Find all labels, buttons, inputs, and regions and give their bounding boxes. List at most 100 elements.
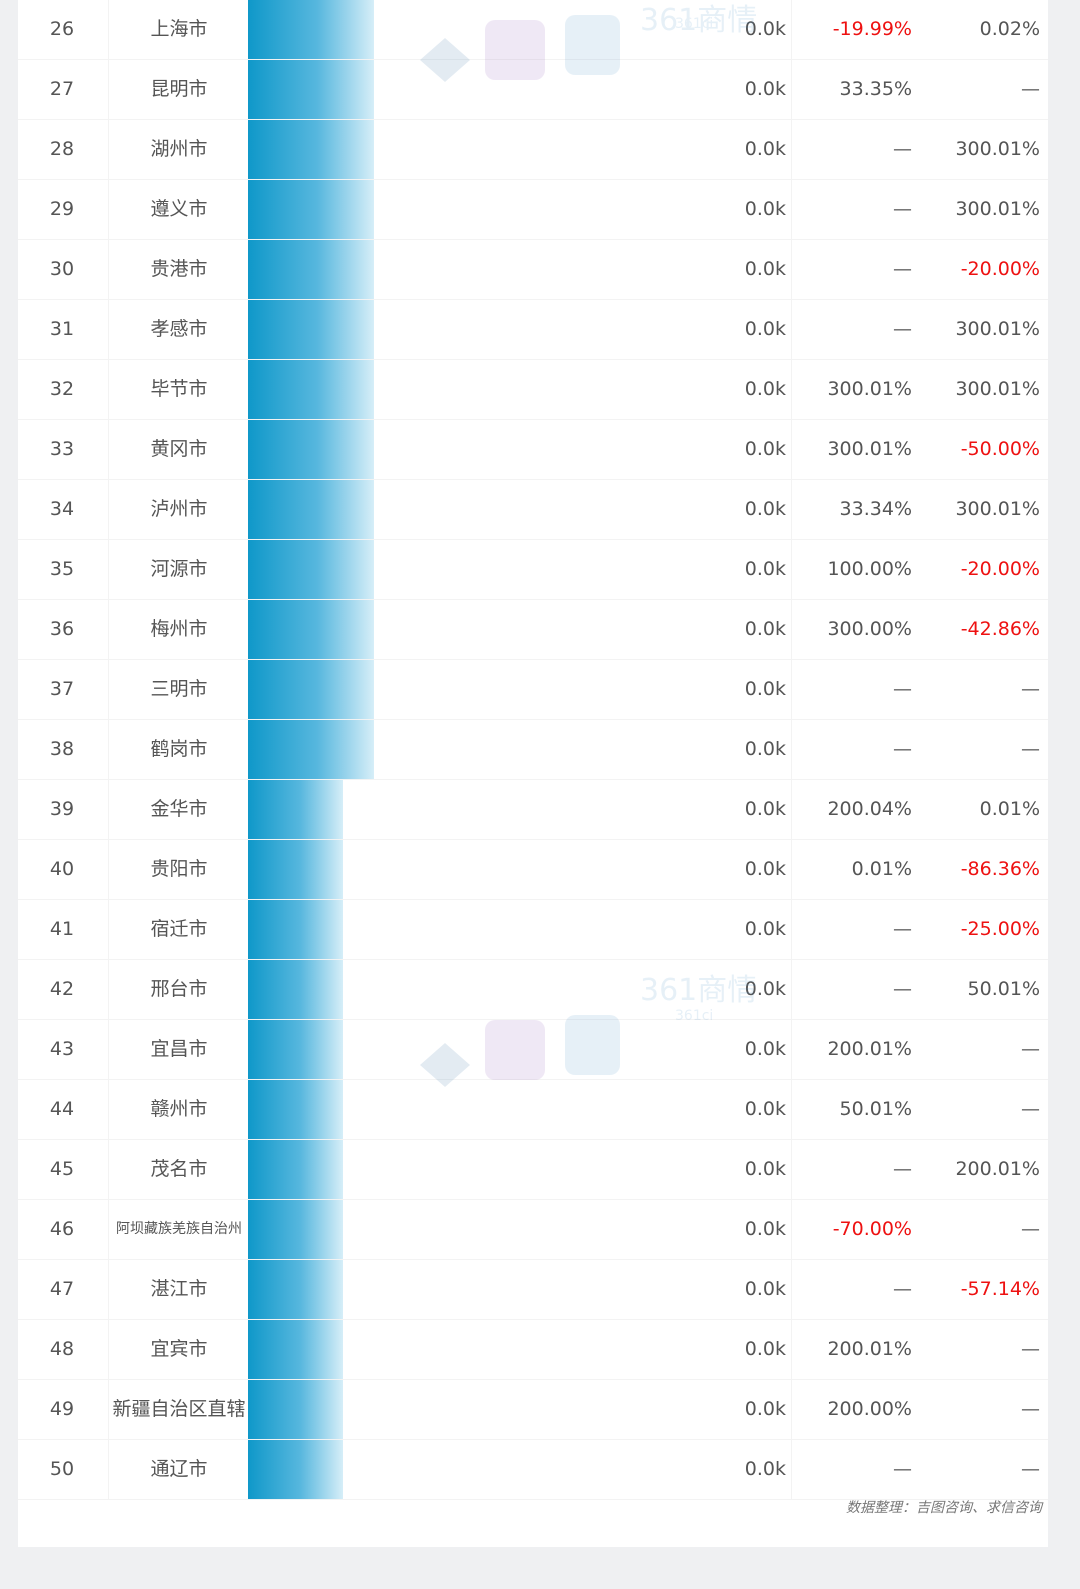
table-row: 45 茂名市 0.0k — 200.01% (18, 1140, 1048, 1200)
city-cell: 贵阳市 (108, 840, 249, 899)
value-cell: 0.0k (744, 678, 786, 700)
table-row: 42 邢台市 0.0k — 50.01% (18, 960, 1048, 1020)
bar-cell (248, 0, 728, 59)
rank-cell: 26 (49, 18, 75, 40)
table-row: 50 通辽市 0.0k — — (18, 1440, 1048, 1500)
rank-cell: 44 (49, 1098, 75, 1120)
change-2-cell: -86.36% (960, 858, 1040, 880)
rank-cell: 40 (49, 858, 75, 880)
value-cell: 0.0k (744, 738, 786, 760)
city-cell: 邢台市 (108, 960, 249, 1019)
value-cell: 0.0k (744, 258, 786, 280)
change-2-cell: — (1021, 738, 1040, 760)
rank-cell: 34 (49, 498, 75, 520)
change-2-cell: — (1021, 1098, 1040, 1120)
bar (248, 1440, 343, 1499)
bar-cell (248, 840, 728, 899)
rank-cell: 29 (49, 198, 75, 220)
change-2-cell: 200.01% (955, 1158, 1040, 1180)
table-row: 40 贵阳市 0.0k 0.01% -86.36% (18, 840, 1048, 900)
city-cell: 贵港市 (108, 240, 249, 299)
city-cell: 金华市 (108, 780, 249, 839)
column-divider (791, 960, 792, 1019)
rank-cell: 27 (49, 78, 75, 100)
change-1-cell: -19.99% (832, 18, 912, 40)
rank-cell: 47 (49, 1278, 75, 1300)
bar-cell (248, 180, 728, 239)
bar (248, 1080, 343, 1139)
bar (248, 1020, 343, 1079)
change-2-cell: -25.00% (960, 918, 1040, 940)
change-1-cell: — (893, 978, 912, 1000)
bar-cell (248, 1320, 728, 1379)
column-divider (791, 780, 792, 839)
table-row: 33 黄冈市 0.0k 300.01% -50.00% (18, 420, 1048, 480)
rank-cell: 35 (49, 558, 75, 580)
table-row: 28 湖州市 0.0k — 300.01% (18, 120, 1048, 180)
value-cell: 0.0k (744, 1458, 786, 1480)
table-row: 26 上海市 0.0k -19.99% 0.02% (18, 0, 1048, 60)
bar (248, 1200, 343, 1259)
change-1-cell: -70.00% (832, 1218, 912, 1240)
city-cell: 遵义市 (108, 180, 249, 239)
rank-cell: 38 (49, 738, 75, 760)
column-divider (791, 900, 792, 959)
rank-cell: 30 (49, 258, 75, 280)
table-row: 38 鹤岗市 0.0k — — (18, 720, 1048, 780)
value-cell: 0.0k (744, 1278, 786, 1300)
change-1-cell: 300.01% (827, 438, 912, 460)
column-divider (791, 1200, 792, 1259)
bar (248, 1380, 343, 1439)
bar-cell (248, 1080, 728, 1139)
change-1-cell: 0.01% (851, 858, 912, 880)
bar (248, 180, 374, 239)
value-cell: 0.0k (744, 18, 786, 40)
city-cell: 赣州市 (108, 1080, 249, 1139)
bar (248, 360, 374, 419)
bar-cell (248, 1440, 728, 1499)
bar-cell (248, 1020, 728, 1079)
bar-cell (248, 1380, 728, 1439)
city-cell: 鹤岗市 (108, 720, 249, 779)
change-2-cell: — (1021, 1038, 1040, 1060)
column-divider (791, 1380, 792, 1439)
change-2-cell: 0.02% (979, 18, 1040, 40)
change-1-cell: 33.35% (839, 78, 912, 100)
change-2-cell: — (1021, 1398, 1040, 1420)
bar-cell (248, 660, 728, 719)
source-note: 数据整理：吉图咨询、求信咨询 (846, 1500, 1042, 1516)
bar-cell (248, 60, 728, 119)
bar-cell (248, 420, 728, 479)
column-divider (791, 240, 792, 299)
city-cell: 新疆自治区直辖 (108, 1380, 249, 1439)
change-2-cell: 0.01% (979, 798, 1040, 820)
change-1-cell: 100.00% (827, 558, 912, 580)
value-cell: 0.0k (744, 1038, 786, 1060)
value-cell: 0.0k (744, 858, 786, 880)
rank-cell: 31 (49, 318, 75, 340)
rank-cell: 42 (49, 978, 75, 1000)
change-2-cell: -42.86% (960, 618, 1040, 640)
change-1-cell: 50.01% (839, 1098, 912, 1120)
value-cell: 0.0k (744, 78, 786, 100)
bar (248, 900, 343, 959)
bar (248, 720, 374, 779)
bar-cell (248, 120, 728, 179)
bar (248, 600, 374, 659)
bar-cell (248, 900, 728, 959)
change-2-cell: -20.00% (960, 558, 1040, 580)
table-row: 44 赣州市 0.0k 50.01% — (18, 1080, 1048, 1140)
bar-cell (248, 480, 728, 539)
bar (248, 300, 374, 359)
change-1-cell: — (893, 258, 912, 280)
change-2-cell: 300.01% (955, 198, 1040, 220)
bar (248, 480, 374, 539)
change-1-cell: — (893, 1458, 912, 1480)
change-2-cell: -20.00% (960, 258, 1040, 280)
change-2-cell: — (1021, 678, 1040, 700)
value-cell: 0.0k (744, 198, 786, 220)
bar (248, 120, 374, 179)
change-2-cell: — (1021, 1338, 1040, 1360)
column-divider (791, 1440, 792, 1499)
change-2-cell: 300.01% (955, 378, 1040, 400)
